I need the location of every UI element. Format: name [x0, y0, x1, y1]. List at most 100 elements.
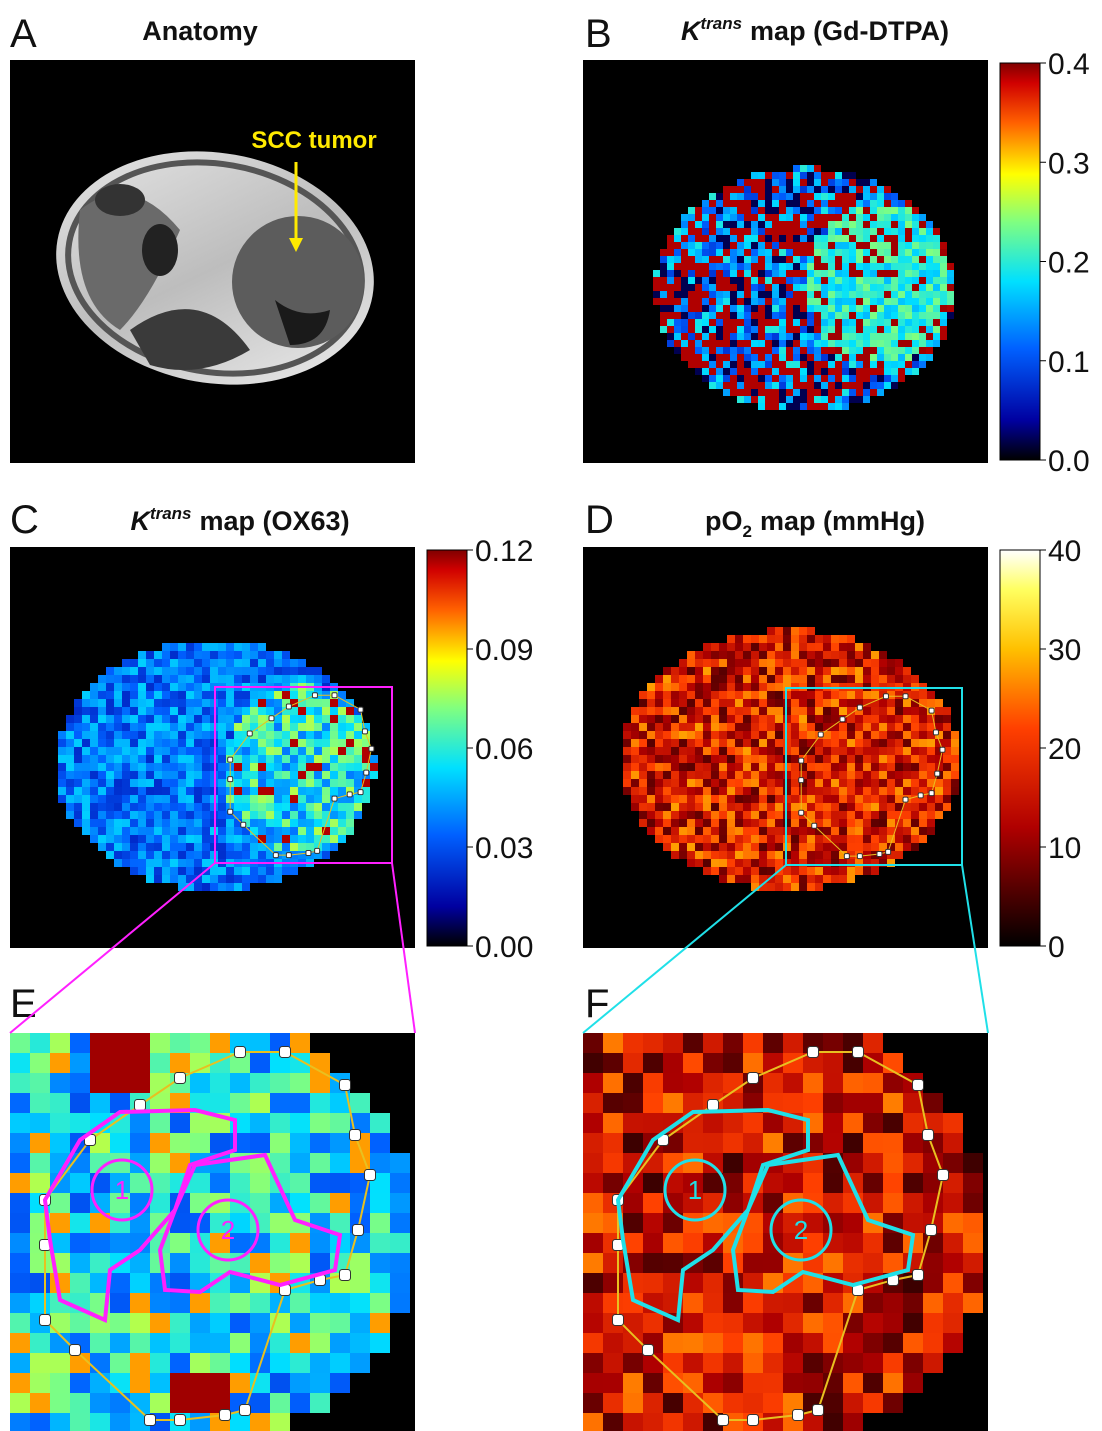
pixel	[735, 667, 743, 675]
pixel	[122, 683, 130, 691]
pixel	[370, 763, 378, 771]
pixel	[258, 651, 266, 659]
pixel	[90, 763, 98, 771]
pixel	[114, 699, 122, 707]
pixel	[912, 347, 919, 354]
pixel	[783, 875, 791, 883]
pixel	[911, 835, 919, 843]
pixel	[791, 659, 799, 667]
pixel	[933, 291, 940, 298]
pixel	[290, 739, 298, 747]
pixel	[751, 256, 758, 263]
pixel	[815, 875, 823, 883]
pixel	[114, 683, 122, 691]
pixel	[791, 731, 799, 739]
pixel	[870, 312, 877, 319]
pixel	[218, 667, 226, 675]
pixel	[933, 319, 940, 326]
pixel	[730, 263, 737, 270]
pixel	[122, 843, 130, 851]
pixel	[744, 249, 751, 256]
pixel	[821, 368, 828, 375]
pixel	[154, 835, 162, 843]
pixel	[843, 1253, 863, 1273]
pixel	[266, 819, 274, 827]
pixel	[703, 803, 711, 811]
pixel	[807, 312, 814, 319]
pixel	[951, 739, 959, 747]
pixel	[623, 1133, 643, 1153]
pixel	[194, 739, 202, 747]
pixel	[887, 803, 895, 811]
pixel	[354, 811, 362, 819]
pixel	[814, 403, 821, 410]
colorbar-label: 0	[1048, 931, 1065, 964]
colorbar-label: 0.1	[1048, 346, 1090, 379]
pixel	[963, 1173, 983, 1193]
pixel	[887, 739, 895, 747]
pixel	[90, 1393, 110, 1413]
pixel	[783, 1313, 803, 1333]
pixel	[727, 715, 735, 723]
pixel	[842, 200, 849, 207]
pixel	[863, 763, 871, 771]
pixel	[905, 368, 912, 375]
pixel	[814, 277, 821, 284]
pixel	[663, 763, 671, 771]
pixel	[856, 270, 863, 277]
pixel	[170, 723, 178, 731]
pixel	[751, 651, 759, 659]
pixel	[10, 1153, 30, 1173]
pixel	[30, 1093, 50, 1113]
pixel	[74, 699, 82, 707]
pixel	[843, 1333, 863, 1353]
pixel	[10, 1333, 30, 1353]
pixel	[90, 835, 98, 843]
pixel	[772, 291, 779, 298]
pixel	[310, 1173, 330, 1193]
pixel	[702, 256, 709, 263]
pixel	[186, 739, 194, 747]
pixel	[877, 193, 884, 200]
pixel	[758, 340, 765, 347]
contour-node	[853, 1047, 864, 1058]
pixel	[150, 1333, 170, 1353]
pixel	[912, 270, 919, 277]
pixel	[210, 1093, 230, 1113]
pixel	[926, 284, 933, 291]
pixel	[779, 340, 786, 347]
pixel	[912, 298, 919, 305]
title-text: map (Gd-DTPA)	[750, 16, 949, 46]
pixel	[863, 1093, 883, 1113]
pixel	[723, 242, 730, 249]
pixel	[186, 715, 194, 723]
pixel	[178, 803, 186, 811]
pixel	[330, 715, 338, 723]
pixel	[807, 707, 815, 715]
pixel	[194, 819, 202, 827]
pixel	[744, 382, 751, 389]
pixel	[218, 811, 226, 819]
pixel	[583, 1233, 603, 1253]
pixel	[258, 787, 266, 795]
pixel	[667, 277, 674, 284]
pixel	[170, 643, 178, 651]
pixel	[823, 715, 831, 723]
pixel	[800, 263, 807, 270]
pixel	[146, 723, 154, 731]
pixel	[310, 1293, 330, 1313]
pixel	[839, 739, 847, 747]
pixel	[703, 755, 711, 763]
pixel	[823, 875, 831, 883]
pixel	[234, 851, 242, 859]
pixel	[130, 811, 138, 819]
pixel	[856, 305, 863, 312]
pixel	[815, 691, 823, 699]
pixel	[250, 707, 258, 715]
pixel	[821, 200, 828, 207]
pixel	[775, 795, 783, 803]
pixel	[943, 739, 951, 747]
pixel	[887, 747, 895, 755]
pixel	[877, 277, 884, 284]
pixel	[683, 1353, 703, 1373]
